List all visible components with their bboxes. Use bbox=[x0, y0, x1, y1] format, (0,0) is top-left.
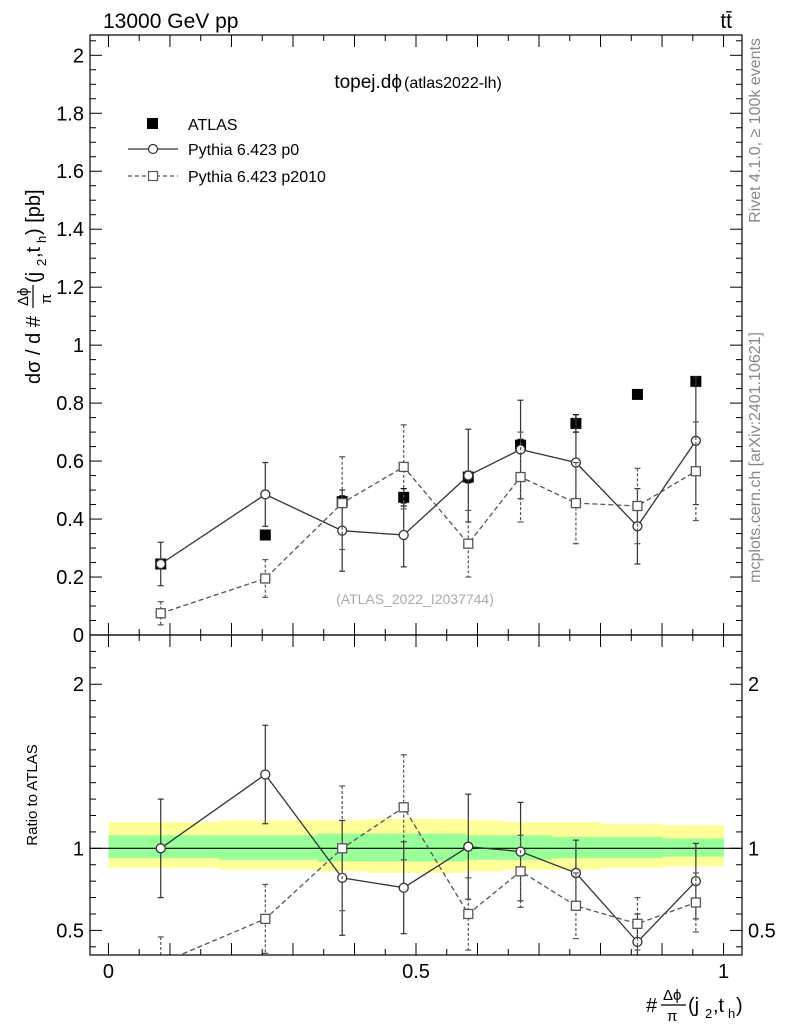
y-tick-label: 0.4 bbox=[56, 509, 84, 531]
data-point-pythia-6-423-p0 bbox=[463, 841, 474, 852]
y-tick-label: 0.2 bbox=[56, 567, 84, 589]
series-line-pythia-6-423-p2010 bbox=[160, 466, 697, 614]
y-tick-label: 1 bbox=[73, 838, 84, 860]
data-point-pythia-6-423-p2010 bbox=[337, 497, 348, 509]
data-point-pythia-6-423-p2010 bbox=[463, 538, 474, 549]
svg-text:dσ / d #: dσ / d # bbox=[23, 315, 45, 384]
data-point-pythia-6-423-p2010 bbox=[155, 608, 166, 619]
svg-text:Δϕ: Δϕ bbox=[15, 288, 32, 306]
ratio-plot-area bbox=[90, 724, 742, 968]
svg-text:#: # bbox=[646, 995, 658, 1017]
data-point-pythia-6-423-p0 bbox=[690, 435, 702, 446]
data-point-pythia-6-423-p2010 bbox=[515, 866, 526, 877]
x-axis-label: # Δϕ π (j 2 ,t h ) bbox=[646, 987, 743, 1024]
legend-label-p0: Pythia 6.423 p0 bbox=[188, 142, 299, 159]
data-point-pythia-6-423-p2010 bbox=[515, 471, 526, 483]
svg-text:Δϕ: Δϕ bbox=[663, 987, 681, 1004]
band-green-segment bbox=[366, 833, 417, 862]
x-tick-label: 1 bbox=[718, 961, 729, 983]
data-point-pythia-6-423-p2010 bbox=[690, 897, 702, 908]
data-point-pythia-6-423-p2010 bbox=[570, 900, 582, 911]
svg-text:2: 2 bbox=[705, 1006, 712, 1021]
y-tick-label-right: 1 bbox=[748, 838, 759, 860]
side-mcplots: mcplots.cern.ch [arXiv:2401.10621] bbox=[747, 332, 764, 583]
ratio-panel: 0.5 0.5 1 1 2 2 0 0.5 1 bbox=[56, 634, 776, 983]
y-tick-label-right: 0.5 bbox=[748, 920, 776, 942]
y-tick-label: 1.6 bbox=[56, 161, 84, 183]
svg-text:(j: (j bbox=[688, 995, 699, 1017]
plot-title-main: topej.dϕ bbox=[334, 72, 402, 93]
data-point-pythia-6-423-p0 bbox=[463, 470, 474, 481]
legend-label-p2010: Pythia 6.423 p2010 bbox=[188, 169, 326, 186]
data-point-pythia-6-423-p2010 bbox=[690, 466, 702, 477]
data-point-pythia-6-423-p0 bbox=[398, 529, 409, 541]
y-tick-label: 0.5 bbox=[56, 920, 84, 942]
data-point-atlas bbox=[631, 388, 643, 400]
data-point-pythia-6-423-p2010 bbox=[632, 500, 643, 512]
svg-text:π: π bbox=[667, 1008, 677, 1024]
side-rivet: Rivet 4.1.0, ≥ 100k events bbox=[747, 38, 764, 223]
band-green-segment bbox=[416, 833, 466, 862]
data-point-pythia-6-423-p2010 bbox=[463, 908, 474, 920]
y-tick-label: 2 bbox=[73, 45, 84, 67]
svg-text:h: h bbox=[34, 236, 49, 243]
main-plot-area bbox=[155, 375, 702, 626]
plot-title-sub: (atlas2022-lh) bbox=[404, 75, 502, 92]
watermark: (ATLAS_2022_I2037744) bbox=[336, 591, 494, 607]
data-point-pythia-6-423-p0 bbox=[398, 882, 409, 893]
data-point-pythia-6-423-p0 bbox=[155, 843, 166, 854]
data-point-pythia-6-423-p0 bbox=[260, 489, 271, 500]
svg-text:,t: ,t bbox=[23, 246, 45, 258]
band-green-segment bbox=[600, 836, 663, 859]
legend-label-atlas: ATLAS bbox=[188, 117, 238, 134]
y-tick-label: 1.4 bbox=[56, 219, 84, 241]
y-tick-label: 1.2 bbox=[56, 277, 84, 299]
band-green-segment bbox=[662, 838, 725, 857]
y-tick-label-right: 2 bbox=[748, 674, 759, 696]
band-green-segment bbox=[502, 835, 552, 860]
y-tick-label: 0.8 bbox=[56, 393, 84, 415]
data-point-pythia-6-423-p0 bbox=[155, 558, 166, 570]
data-point-pythia-6-423-p2010 bbox=[398, 461, 409, 473]
svg-text:,t: ,t bbox=[713, 995, 725, 1017]
legend: ATLAS Pythia 6.423 p0 Pythia 6.423 p2010 bbox=[128, 117, 326, 186]
svg-text:π: π bbox=[38, 294, 55, 304]
data-point-pythia-6-423-p0 bbox=[260, 769, 271, 780]
y-tick-label: 1.8 bbox=[56, 103, 84, 125]
main-y-axis-label: dσ / d # Δϕ π (j 2 ,t h ) [pb] bbox=[15, 189, 55, 384]
data-point-pythia-6-423-p2010 bbox=[156, 959, 165, 968]
y-tick-label: 0 bbox=[73, 625, 84, 647]
svg-text:) [pb]: ) [pb] bbox=[23, 189, 45, 235]
legend-marker-atlas bbox=[147, 118, 158, 129]
data-point-pythia-6-423-p2010 bbox=[570, 497, 582, 509]
data-point-pythia-6-423-p0 bbox=[632, 936, 643, 948]
svg-text:2: 2 bbox=[34, 259, 49, 266]
main-panel: 0 0.2 0.4 0.6 0.8 1 1.2 1.4 1.6 1.8 2 bbox=[56, 34, 743, 647]
svg-text:h: h bbox=[728, 1006, 735, 1021]
data-point-pythia-6-423-p2010 bbox=[260, 913, 271, 925]
svg-text:(j: (j bbox=[23, 272, 45, 283]
y-tick-label: 1 bbox=[73, 335, 84, 357]
energy-label: 13000 GeV pp bbox=[103, 10, 238, 33]
band-green-segment bbox=[219, 835, 319, 860]
legend-marker-p2010 bbox=[147, 170, 159, 182]
x-tick-label: 0 bbox=[103, 961, 114, 983]
legend-marker-p0 bbox=[147, 143, 159, 155]
svg-text:): ) bbox=[736, 995, 743, 1017]
data-point-pythia-6-423-p0 bbox=[337, 525, 348, 536]
x-tick-label: 0.5 bbox=[402, 961, 430, 983]
data-point-pythia-6-423-p2010 bbox=[260, 573, 271, 584]
data-point-pythia-6-423-p2010 bbox=[337, 843, 348, 854]
y-tick-label: 2 bbox=[73, 674, 84, 696]
data-point-pythia-6-423-p2010 bbox=[398, 802, 409, 813]
y-tick-label: 0.6 bbox=[56, 451, 84, 473]
process-label: tt̄ bbox=[720, 10, 732, 33]
data-point-pythia-6-423-p2010 bbox=[632, 918, 643, 929]
ratio-y-axis-label: Ratio to ATLAS bbox=[24, 744, 41, 845]
ratio-frame bbox=[89, 634, 743, 956]
series-line-pythia-6-423-p0 bbox=[160, 440, 697, 565]
data-point-atlas bbox=[259, 529, 271, 541]
